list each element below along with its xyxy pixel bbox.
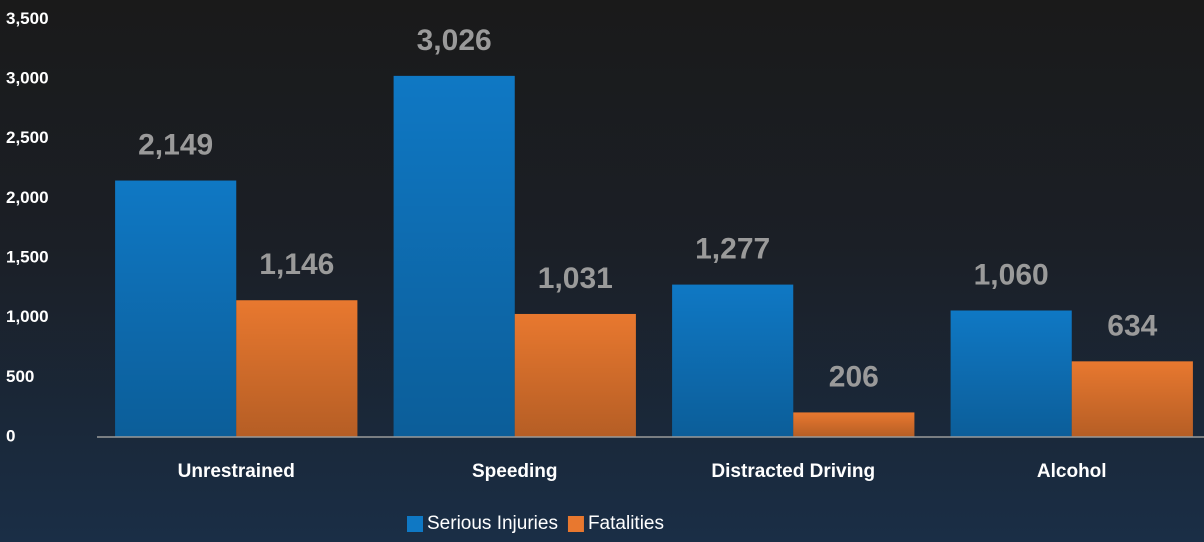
x-tick-label: Distracted Driving bbox=[711, 461, 875, 482]
y-tick-label: 1,000 bbox=[6, 307, 49, 326]
y-tick-label: 500 bbox=[6, 367, 34, 386]
bar-shade bbox=[950, 310, 1072, 437]
value-label: 634 bbox=[1107, 309, 1157, 342]
bar-shade bbox=[793, 412, 915, 437]
y-tick-label: 2,000 bbox=[6, 188, 49, 207]
value-label: 1,031 bbox=[538, 262, 613, 295]
bar-shade bbox=[1071, 361, 1193, 437]
value-label: 1,146 bbox=[259, 248, 334, 281]
x-tick-label: Unrestrained bbox=[178, 461, 295, 482]
y-tick-label: 3,500 bbox=[6, 9, 49, 28]
legend-label: Fatalities bbox=[588, 513, 664, 534]
y-tick-label: 2,500 bbox=[6, 128, 49, 147]
x-tick-label: Alcohol bbox=[1037, 461, 1107, 482]
bar-shade bbox=[672, 284, 794, 437]
y-tick-label: 0 bbox=[6, 426, 15, 445]
value-label: 3,026 bbox=[417, 24, 492, 57]
legend-swatch bbox=[567, 516, 584, 532]
bar-shade bbox=[115, 180, 237, 437]
y-tick-label: 1,500 bbox=[6, 247, 49, 266]
value-label: 2,149 bbox=[138, 128, 213, 161]
bar-shade bbox=[514, 313, 636, 437]
y-tick-label: 3,000 bbox=[6, 68, 49, 87]
bar-shade bbox=[236, 300, 358, 437]
legend-label: Serious Injuries bbox=[427, 513, 558, 534]
value-label: 1,277 bbox=[695, 233, 770, 266]
value-label: 1,060 bbox=[974, 258, 1049, 291]
legend-swatch bbox=[407, 516, 423, 532]
x-tick-label: Speeding bbox=[472, 461, 558, 482]
bar-shade bbox=[393, 75, 515, 437]
value-label: 206 bbox=[829, 360, 879, 393]
